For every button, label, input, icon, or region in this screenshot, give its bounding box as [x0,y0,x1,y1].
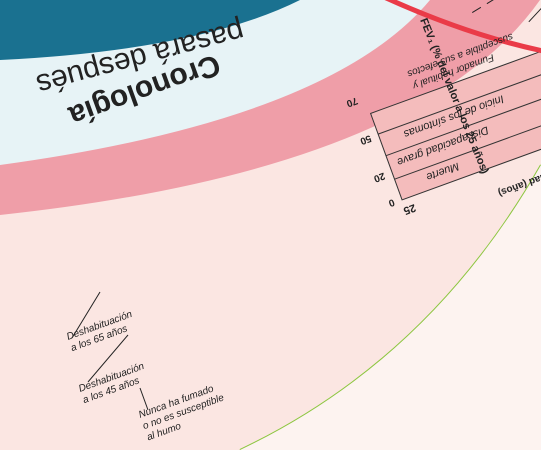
bands-region [369,3,541,201]
band-line-death [394,69,541,180]
header-teal [0,0,300,60]
susceptible-pointer [528,0,541,23]
quit45-pointer [87,334,129,383]
fev-tick-0: 0 [387,196,396,208]
never-pointer [139,387,149,411]
fev-tick-20: 20 [372,170,387,184]
fev-tick-70: 70 [344,95,359,109]
smoker-curve [313,0,541,66]
age-tick-25: 25 [402,201,418,216]
quit45-curve [471,0,541,14]
outer-arc [239,164,541,450]
band-line-severe [385,45,541,157]
band-line-onset [377,24,541,135]
fev-axis: 0 20 50 70 100 [344,95,396,209]
fev-tick-50: 50 [358,132,373,146]
quit65-pointer [71,291,101,339]
outer-region [240,165,541,450]
